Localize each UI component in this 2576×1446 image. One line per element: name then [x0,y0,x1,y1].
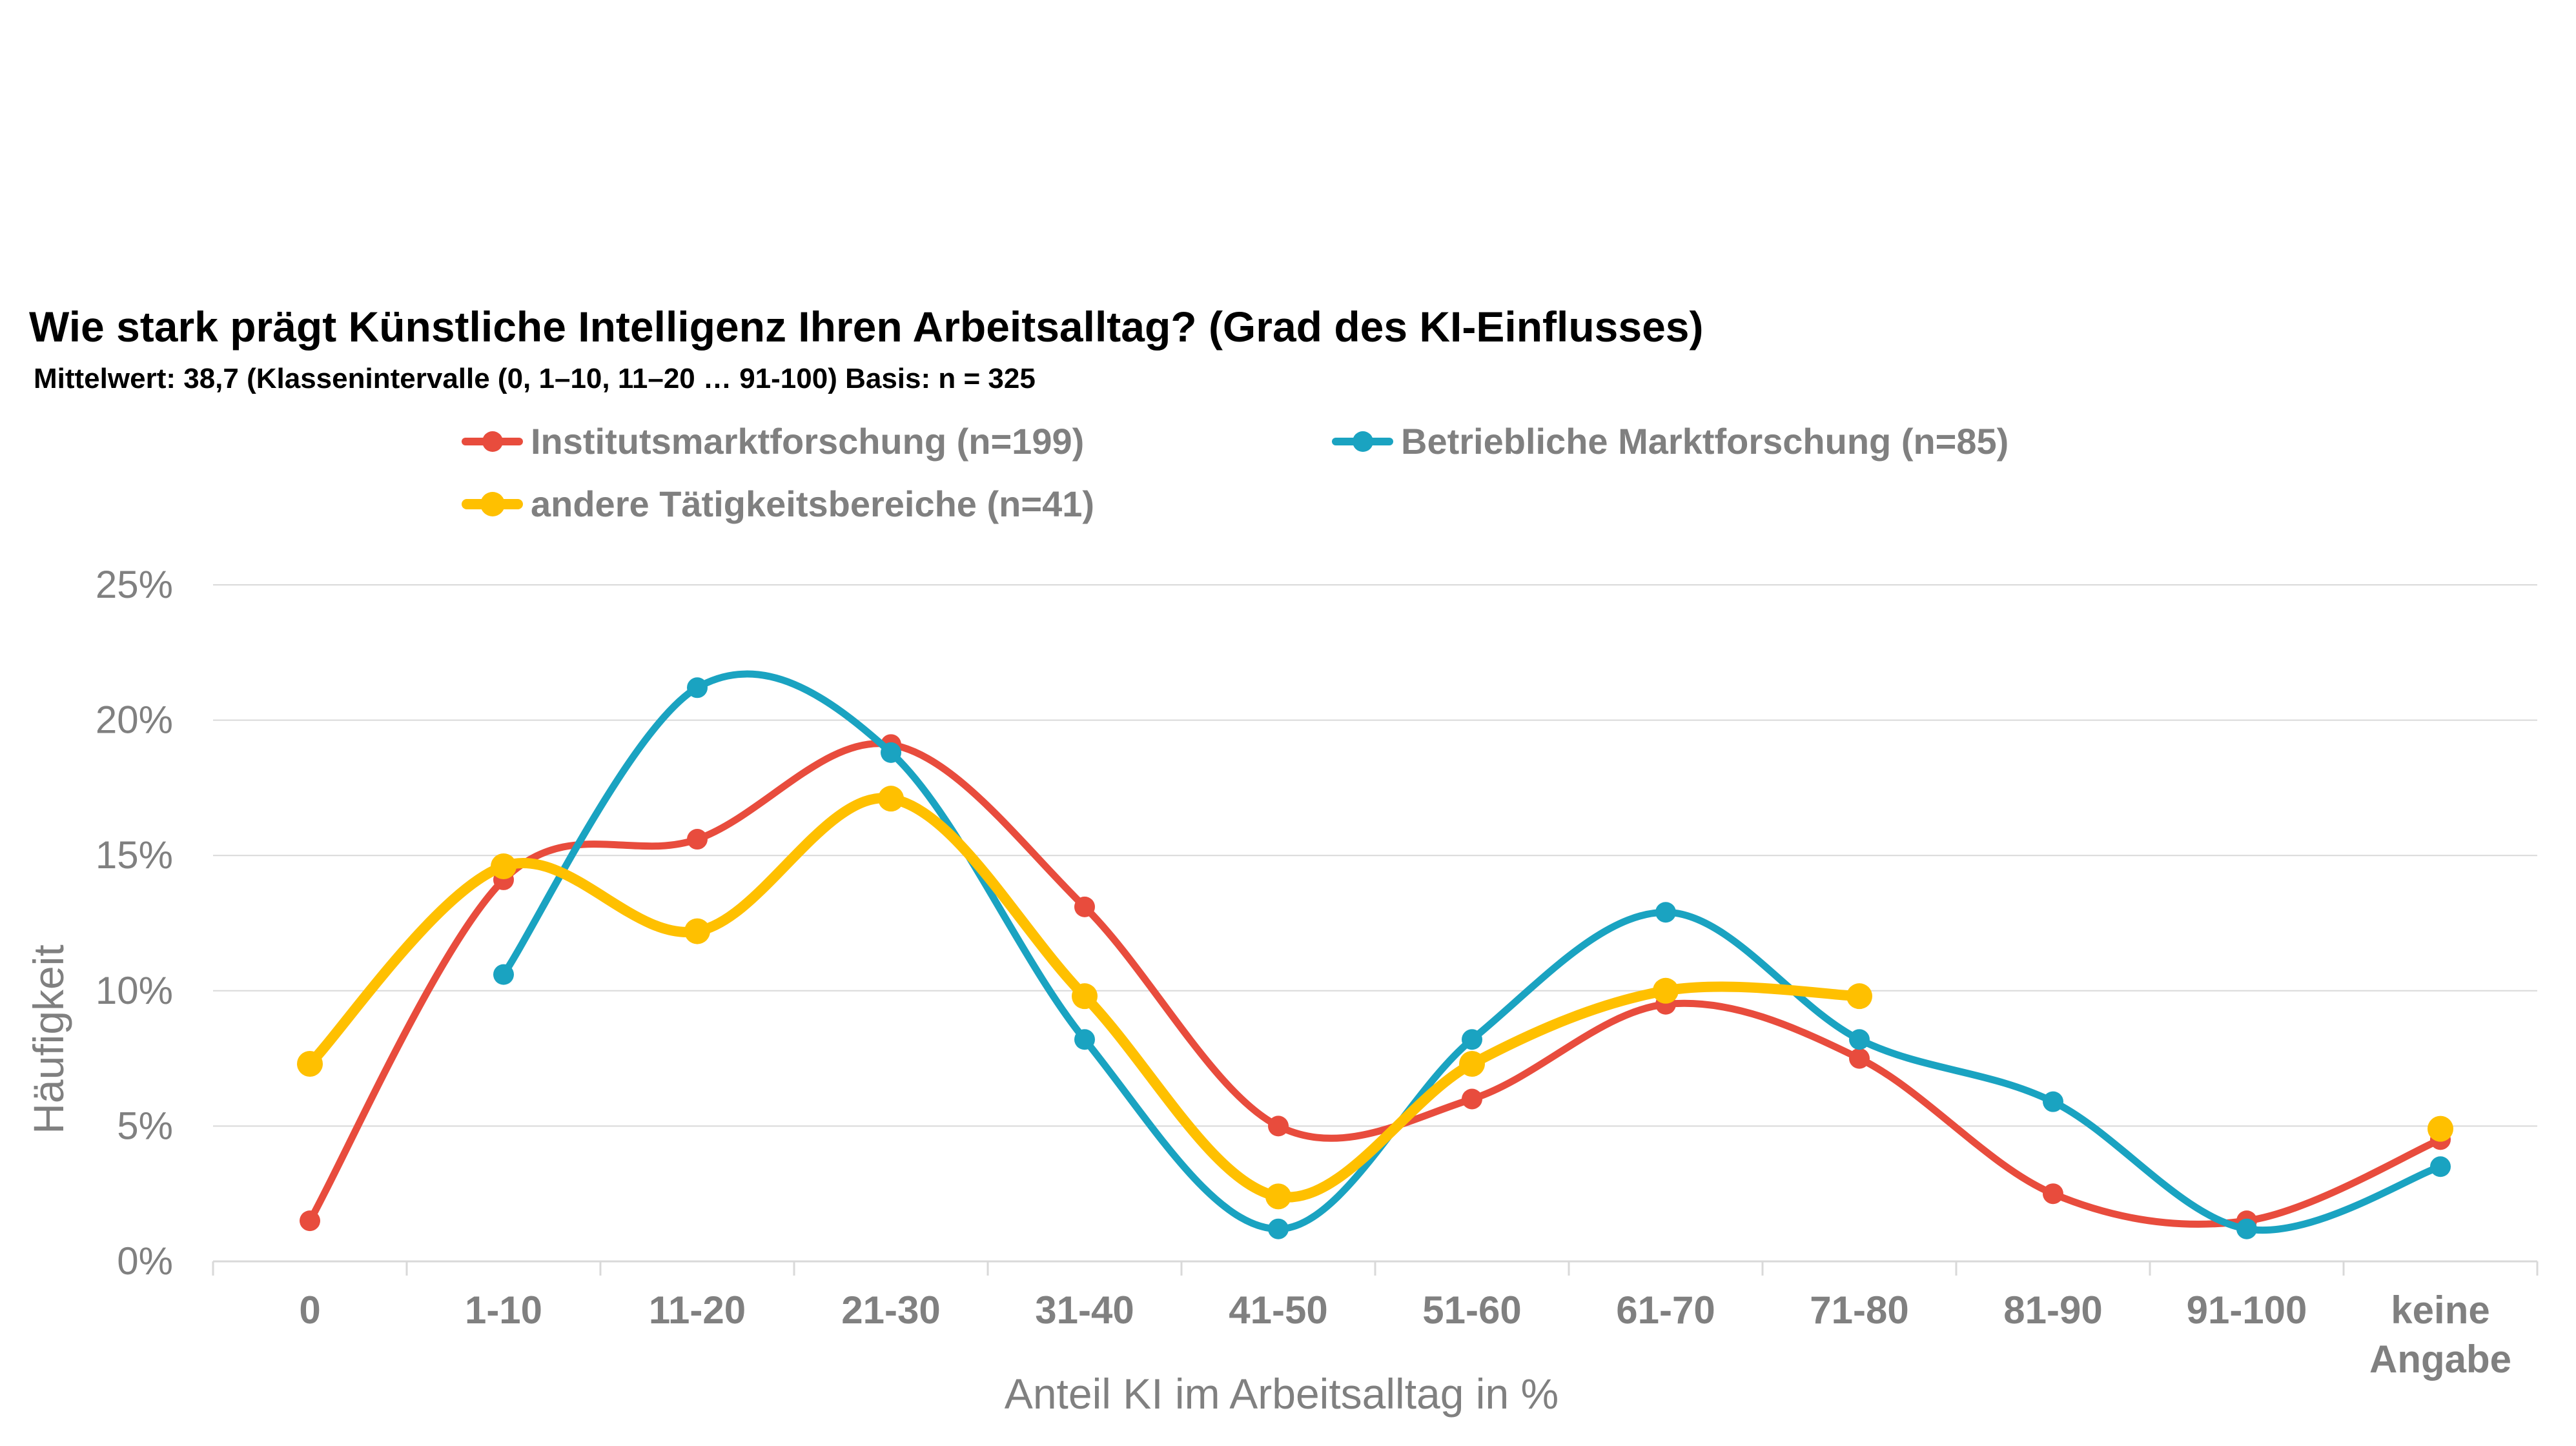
x-tick-label: keine Angabe [2369,1288,2511,1381]
legend-item-betriebliche-marktforschung[interactable]: Betriebliche Marktforschung (n=85) [1332,418,2009,463]
legend-marker-andere-taetigkeitsbereiche [480,492,505,516]
data-point-institutsmarktforschung [2043,1183,2063,1205]
data-point-betriebliche-marktforschung [2236,1218,2257,1239]
y-tick-label: 25% [96,563,173,606]
data-point-institutsmarktforschung [1074,896,1095,917]
data-point-andere-taetigkeitsbereiche [491,853,516,879]
series-andere-taetigkeitsbereiche [297,786,2453,1210]
series-lines [297,670,2453,1239]
data-point-betriebliche-marktforschung [493,964,514,985]
data-point-betriebliche-marktforschung [1462,1029,1482,1050]
data-point-andere-taetigkeitsbereiche [1265,1183,1291,1210]
x-axis-title: Anteil KI im Arbeitsalltag in % [1005,1370,1559,1418]
data-point-andere-taetigkeitsbereiche [2428,1115,2453,1142]
data-point-institutsmarktforschung [1462,1088,1482,1110]
legend-marker-betriebliche-marktforschung [1353,431,1373,452]
data-point-andere-taetigkeitsbereiche [1653,977,1679,1004]
x-tick-label: 11-20 [649,1288,746,1332]
x-tick-label: 81-90 [2003,1288,2102,1332]
x-tick-label: 51-60 [1422,1288,1521,1332]
data-point-andere-taetigkeitsbereiche [1072,983,1098,1010]
legend-item-institutsmarktforschung[interactable]: Institutsmarktforschung (n=199) [462,418,1084,463]
legend-label-andere-taetigkeitsbereiche: andere Tätigkeitsbereiche (n=41) [531,483,1095,524]
data-point-institutsmarktforschung [1268,1115,1289,1137]
data-point-betriebliche-marktforschung [1268,1218,1289,1239]
chart-title: Wie stark prägt Künstliche Intelligenz I… [29,303,1704,351]
data-point-betriebliche-marktforschung [687,677,708,698]
x-tick-label: 1-10 [465,1288,542,1332]
data-point-institutsmarktforschung [1849,1048,1870,1069]
chart-subtitle: Mittelwert: 38,7 (Klassenintervalle (0, … [34,363,1036,394]
legend-label-betriebliche-marktforschung: Betriebliche Marktforschung (n=85) [1401,420,2009,462]
y-axis-ticks: 0% 5% 10% 15% 20% 25% [96,563,173,1283]
data-point-betriebliche-marktforschung [2430,1156,2451,1177]
data-point-betriebliche-marktforschung [881,742,901,763]
data-point-andere-taetigkeitsbereiche [878,786,904,812]
data-point-institutsmarktforschung [300,1210,320,1232]
data-point-betriebliche-marktforschung [2043,1091,2063,1112]
x-tick-label: 21-30 [841,1288,940,1332]
series-line-betriebliche-marktforschung [500,670,2444,1234]
data-point-andere-taetigkeitsbereiche [1846,983,1872,1010]
x-tick-label: 41-50 [1229,1288,1327,1332]
y-axis-title: Häufigkeit [25,944,72,1134]
x-tick-label: 71-80 [1810,1288,1908,1332]
data-point-andere-taetigkeitsbereiche [684,918,710,944]
y-tick-label: 15% [96,833,173,877]
x-axis: 0 1-10 11-20 21-30 31-40 41-50 51-60 61-70 71-80… [212,1260,2539,1381]
gridlines [213,584,2537,1127]
y-tick-label: 0% [117,1239,173,1283]
y-tick-label: 5% [117,1104,173,1147]
legend-swatch-andere-taetigkeitsbereiche [462,481,523,526]
x-tick-label: 61-70 [1616,1288,1715,1332]
legend-swatch-institutsmarktforschung [462,418,523,463]
series-line-andere-taetigkeitsbereiche [305,793,1865,1203]
data-point-betriebliche-marktforschung [1074,1029,1095,1050]
x-tick-label: 31-40 [1035,1288,1134,1332]
y-tick-label: 10% [96,969,173,1012]
series-betriebliche-marktforschung [493,670,2451,1239]
legend-swatch-betriebliche-marktforschung [1332,418,1393,463]
x-tick-label: 0 [299,1288,320,1332]
legend-label-institutsmarktforschung: Institutsmarktforschung (n=199) [531,420,1085,462]
data-point-andere-taetigkeitsbereiche [1459,1050,1485,1077]
data-point-betriebliche-marktforschung [1849,1029,1870,1050]
data-point-institutsmarktforschung [687,829,708,850]
legend-marker-institutsmarktforschung [482,431,503,452]
y-tick-label: 20% [96,698,173,742]
x-tick-label: 91-100 [2187,1288,2307,1332]
data-point-andere-taetigkeitsbereiche [297,1050,323,1077]
data-point-betriebliche-marktforschung [1655,902,1676,923]
legend-item-andere-taetigkeitsbereiche[interactable]: andere Tätigkeitsbereiche (n=41) [462,481,1094,526]
